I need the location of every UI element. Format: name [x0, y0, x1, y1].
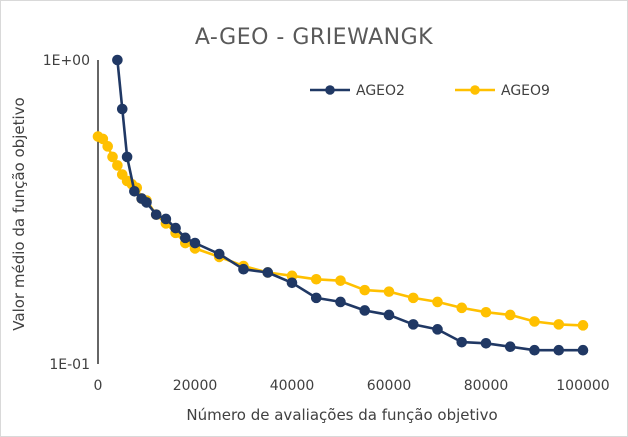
- data-point-ageo2: [238, 263, 249, 275]
- data-point-ageo2: [213, 248, 225, 260]
- data-point-ageo9: [456, 302, 468, 314]
- x-tick-label: 60000: [367, 378, 412, 394]
- data-point-ageo2: [553, 344, 565, 356]
- data-point-ageo2: [383, 309, 395, 321]
- data-point-ageo9: [97, 133, 109, 145]
- y-tick-label: 1E-01: [49, 357, 90, 373]
- data-point-ageo2: [286, 277, 298, 289]
- data-point-ageo9: [553, 319, 565, 330]
- legend-label-ageo9: AGEO9: [501, 83, 550, 99]
- data-point-ageo9: [529, 316, 540, 327]
- data-point-ageo2: [407, 319, 419, 330]
- legend-marker-ageo9: [470, 85, 480, 95]
- data-point-ageo2: [160, 213, 172, 225]
- data-point-ageo2: [180, 232, 191, 244]
- data-point-ageo9: [407, 292, 419, 304]
- y-axis-label: Valor médio da função objetivo: [10, 97, 28, 330]
- data-point-ageo2: [112, 54, 123, 66]
- data-point-ageo9: [383, 286, 395, 297]
- data-point-ageo9: [102, 141, 113, 152]
- legend-marker-ageo2: [325, 85, 335, 95]
- tick-labels: 0 20000 40000 60000 80000 100000 1E-01 1E+00: [43, 53, 610, 394]
- data-point-ageo9: [359, 284, 371, 296]
- data-point-ageo2: [116, 103, 128, 115]
- data-point-ageo2: [529, 344, 540, 356]
- x-tick-label: 100000: [556, 378, 609, 394]
- legend: AGEO2 AGEO9: [310, 83, 550, 99]
- series-ageo2: [112, 54, 589, 356]
- data-point-ageo2: [170, 222, 181, 234]
- data-point-ageo2: [262, 267, 274, 278]
- x-tick-label: 20000: [173, 378, 218, 394]
- data-point-ageo2: [335, 296, 346, 308]
- data-point-ageo9: [480, 306, 492, 318]
- data-point-ageo9: [335, 275, 346, 286]
- data-point-ageo2: [359, 305, 371, 316]
- data-point-ageo9: [577, 320, 589, 331]
- series-line-ageo2: [116, 59, 583, 352]
- data-point-ageo9: [310, 273, 322, 285]
- data-point-ageo2: [189, 237, 201, 249]
- data-point-ageo2: [504, 341, 516, 353]
- data-point-ageo2: [480, 337, 492, 349]
- chart-title: A-GEO - GRIEWANGK: [195, 25, 433, 50]
- data-point-ageo9: [107, 151, 118, 163]
- data-point-ageo2: [121, 151, 133, 163]
- y-tick-label: 1E+00: [43, 53, 90, 69]
- legend-label-ageo2: AGEO2: [356, 83, 405, 99]
- data-point-ageo2: [141, 197, 152, 208]
- x-tick-label: 0: [94, 378, 103, 394]
- data-point-ageo2: [310, 292, 322, 304]
- data-point-ageo9: [504, 309, 516, 321]
- data-point-ageo9: [432, 296, 443, 308]
- data-point-ageo2: [150, 209, 162, 220]
- data-point-ageo2: [577, 344, 589, 356]
- plot-area: [92, 54, 589, 356]
- x-tick-label: 40000: [270, 378, 315, 394]
- x-tick-label: 80000: [464, 378, 509, 394]
- x-axis-label: Número de avaliações da função objetivo: [186, 406, 497, 424]
- data-point-ageo9: [112, 160, 123, 171]
- data-point-ageo2: [456, 336, 468, 348]
- data-point-ageo2: [129, 185, 140, 197]
- data-point-ageo2: [432, 324, 443, 335]
